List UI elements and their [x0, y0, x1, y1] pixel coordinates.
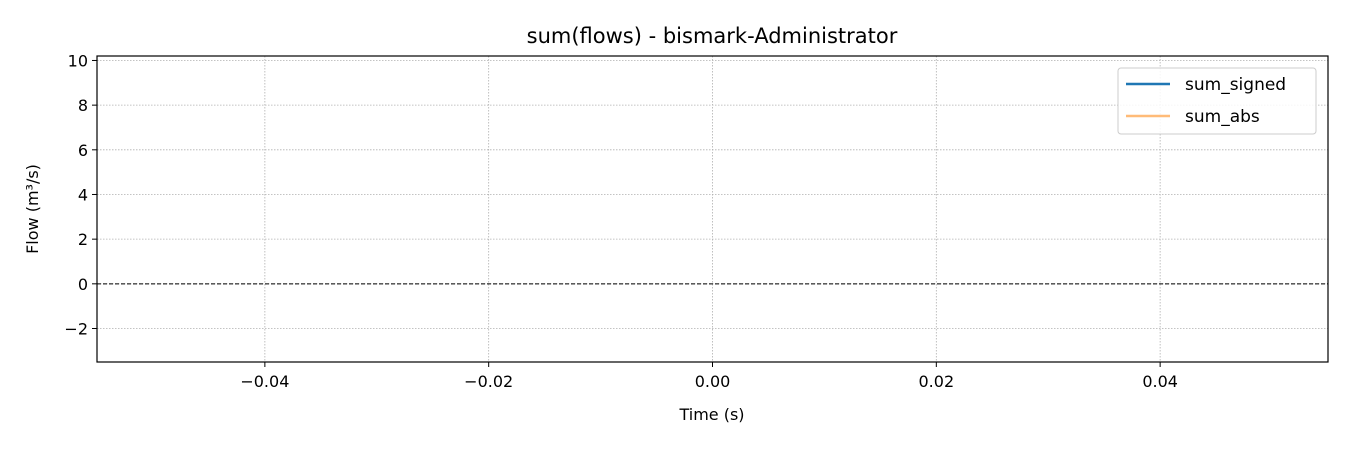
y-tick-label: 4	[78, 185, 88, 204]
y-tick-label: 10	[68, 51, 88, 70]
legend-label-sum-abs: sum_abs	[1185, 107, 1260, 127]
x-axis-label: Time (s)	[678, 405, 744, 424]
x-axis-ticks: −0.04 −0.02 0.00 0.02 0.04	[240, 362, 1178, 391]
y-tick-label: −2	[64, 319, 88, 338]
chart-title: sum(flows) - bismark-Administrator	[527, 24, 898, 48]
x-tick-label: 0.00	[695, 372, 731, 391]
x-tick-label: 0.04	[1142, 372, 1178, 391]
y-tick-label: 2	[78, 230, 88, 249]
y-tick-label: 0	[78, 275, 88, 294]
x-tick-label: 0.02	[919, 372, 955, 391]
y-axis-ticks: −2 0 2 4 6 8 10	[64, 51, 97, 338]
y-tick-label: 6	[78, 141, 88, 160]
legend: sum_signed sum_abs	[1117, 67, 1317, 135]
x-tick-label: −0.02	[464, 372, 513, 391]
x-tick-label: −0.04	[240, 372, 289, 391]
legend-label-sum-signed: sum_signed	[1185, 75, 1286, 95]
y-axis-label: Flow (m³/s)	[23, 164, 42, 254]
y-tick-label: 8	[78, 96, 88, 115]
